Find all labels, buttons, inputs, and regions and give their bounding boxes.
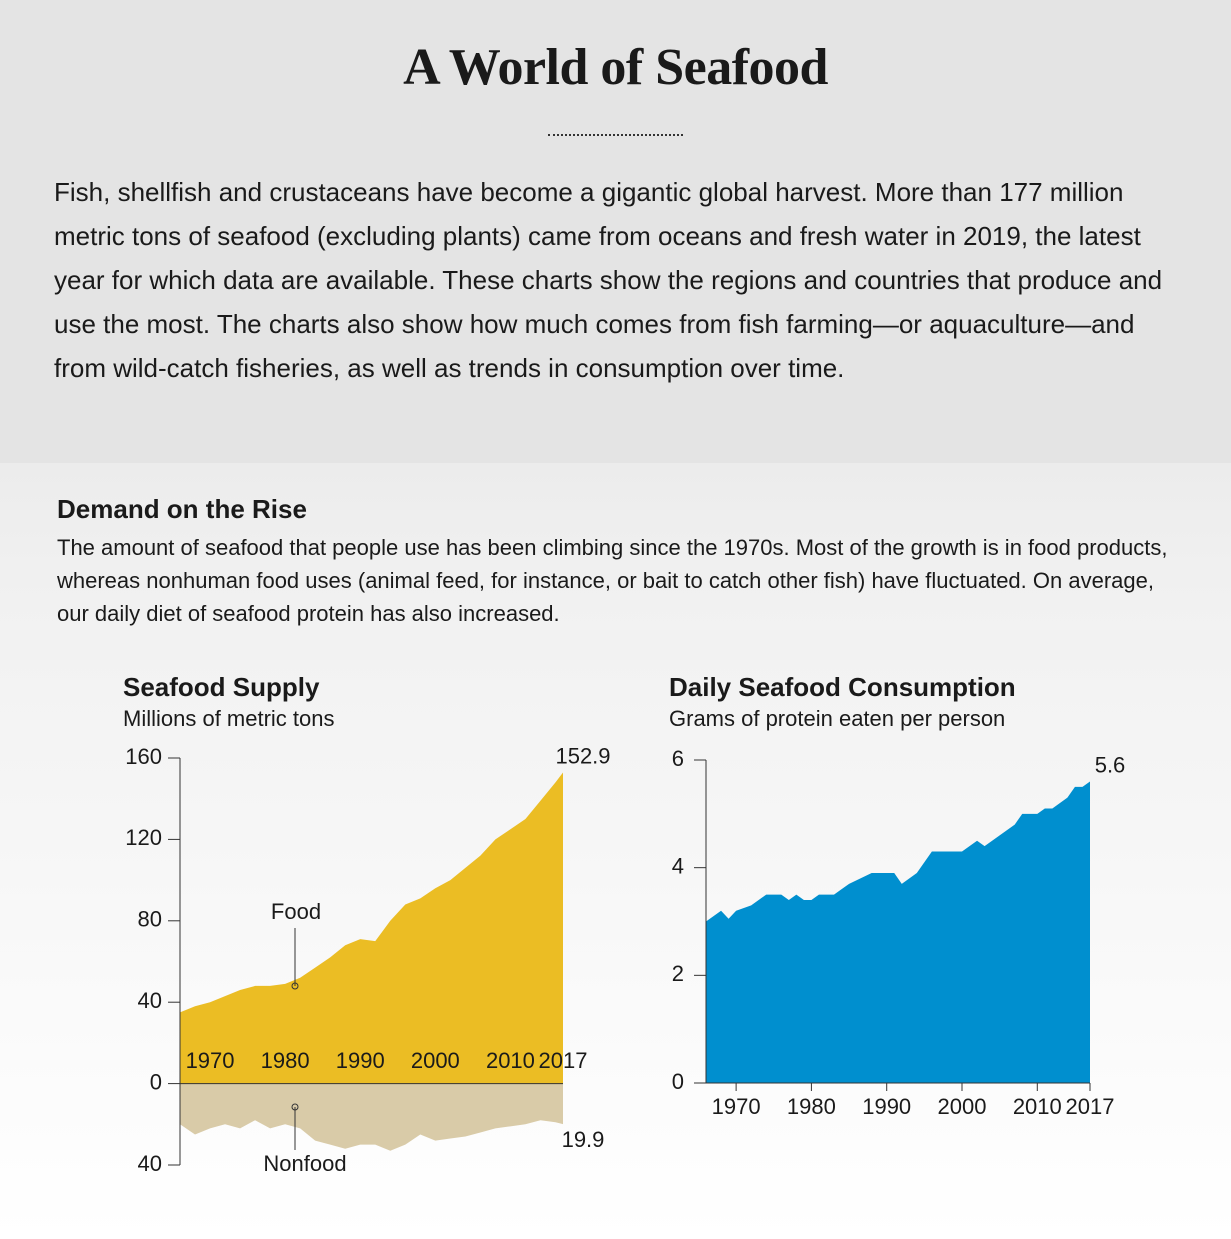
y-tick-label: 0 xyxy=(672,1069,684,1094)
y-tick-label: 0 xyxy=(150,1069,162,1094)
y-tick-label: 40 xyxy=(138,1151,162,1176)
y-tick-label: 40 xyxy=(138,988,162,1013)
x-tick-label: 1970 xyxy=(712,1094,761,1119)
area xyxy=(180,1083,563,1151)
end-label: 152.9 xyxy=(555,743,610,768)
area xyxy=(180,772,563,1084)
chart-subtitle: Millions of metric tons xyxy=(123,706,335,731)
x-tick-label: 2000 xyxy=(938,1094,987,1119)
y-tick-label: 160 xyxy=(125,744,162,769)
series-label: Food xyxy=(271,899,321,924)
header-panel xyxy=(0,0,1231,463)
x-tick-label: 1990 xyxy=(862,1094,911,1119)
intro-text: Fish, shellfish and crustaceans have bec… xyxy=(54,177,1163,383)
end-label: 5.6 xyxy=(1095,752,1126,777)
x-tick-label: 2017 xyxy=(539,1048,588,1073)
section-description: The amount of seafood that people use ha… xyxy=(57,535,1168,626)
y-tick-label: 120 xyxy=(125,825,162,850)
section-title: Demand on the Rise xyxy=(57,494,307,524)
leader-dot xyxy=(291,982,299,990)
end-label: 19.9 xyxy=(562,1127,605,1152)
leader-dot xyxy=(291,1103,299,1111)
y-tick-label: 6 xyxy=(672,746,684,771)
x-tick-label: 2017 xyxy=(1066,1094,1115,1119)
divider xyxy=(548,134,683,136)
area xyxy=(706,781,1090,1083)
y-tick-label: 2 xyxy=(672,961,684,986)
series-label: Nonfood xyxy=(263,1151,346,1176)
x-tick-label: 1990 xyxy=(336,1048,385,1073)
x-tick-label: 1980 xyxy=(261,1048,310,1073)
x-tick-label: 1970 xyxy=(186,1048,235,1073)
y-tick-label: 80 xyxy=(138,907,162,932)
x-tick-label: 2010 xyxy=(486,1048,535,1073)
chart-title: Daily Seafood Consumption xyxy=(669,672,1016,702)
x-tick-label: 1980 xyxy=(787,1094,836,1119)
y-tick-label: 4 xyxy=(672,853,684,878)
chart-subtitle: Grams of protein eaten per person xyxy=(669,706,1005,731)
chart-title: Seafood Supply xyxy=(123,672,320,702)
page-title: A World of Seafood xyxy=(403,39,828,96)
x-tick-label: 2000 xyxy=(411,1048,460,1073)
x-tick-label: 2010 xyxy=(1013,1094,1062,1119)
